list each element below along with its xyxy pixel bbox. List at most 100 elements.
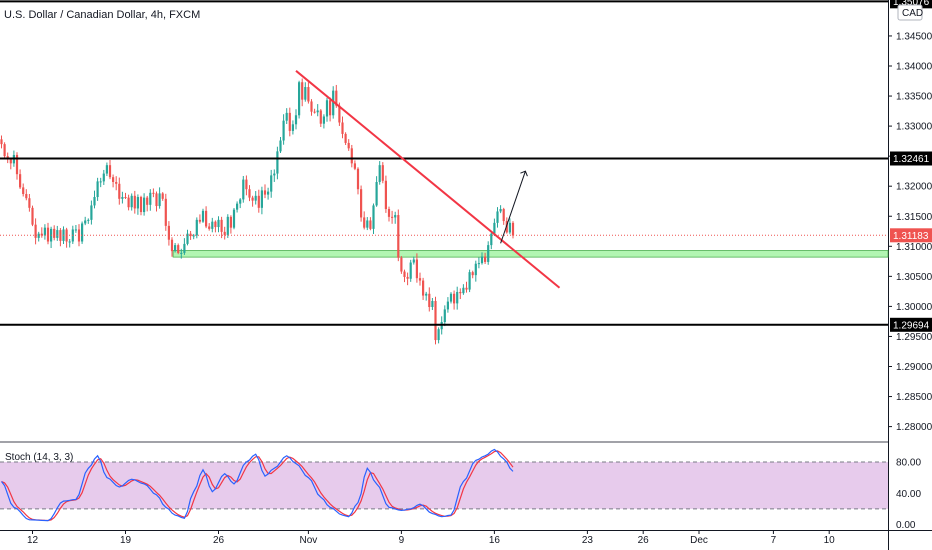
candle-body	[137, 197, 139, 208]
candle-body	[143, 198, 145, 212]
candle-body	[205, 211, 207, 227]
candle-body	[221, 220, 223, 232]
y-tick-label: 1.33000	[896, 122, 932, 133]
candle-body	[100, 181, 102, 182]
candle-body	[341, 122, 343, 133]
candle-body	[47, 228, 49, 242]
stoch-tick-label: 40.00	[896, 489, 921, 500]
candle-body	[134, 196, 136, 209]
candle-body	[382, 165, 384, 181]
x-tick-label: 7	[771, 535, 777, 546]
candle-body	[35, 225, 37, 238]
candle-body	[183, 244, 185, 253]
y-tick-label: 1.29000	[896, 362, 932, 373]
candle-body	[419, 278, 421, 280]
candle-body	[447, 302, 449, 310]
candle-body	[376, 182, 378, 205]
candle-body	[385, 181, 387, 209]
candle-body	[407, 277, 409, 279]
candle-body	[109, 165, 111, 177]
candle-body	[496, 211, 498, 222]
candle-body	[292, 124, 294, 131]
y-tick-label: 1.31000	[896, 242, 932, 253]
candle-body	[146, 198, 148, 205]
candle-body	[413, 260, 415, 263]
candle-body	[329, 100, 331, 115]
candle-body	[438, 329, 440, 340]
stochastic-title: Stoch (14, 3, 3)	[5, 452, 73, 463]
x-tick-label: 10	[824, 535, 836, 546]
candle-body	[323, 116, 325, 123]
y-tick-label: 1.30500	[896, 272, 932, 283]
candle-body	[115, 182, 117, 184]
y-tick-label: 1.34500	[896, 31, 932, 42]
candle-body	[357, 169, 359, 189]
candle-body	[118, 184, 120, 199]
candles-layer	[0, 78, 514, 344]
candle-body	[304, 87, 306, 100]
candle-body	[500, 209, 502, 211]
y-tick-label: 1.28500	[896, 392, 932, 403]
candle-body	[267, 192, 269, 195]
candle-body	[481, 257, 483, 264]
candle-body	[456, 292, 458, 303]
x-tick-label: 23	[582, 535, 594, 546]
candle-body	[112, 177, 114, 182]
candle-body	[84, 220, 86, 223]
candle-body	[22, 187, 24, 194]
candle-body	[264, 190, 266, 194]
candle-body	[314, 112, 316, 113]
candle-body	[242, 180, 244, 200]
x-tick-label: 16	[489, 535, 501, 546]
price-tag-label-2: 1.31183	[893, 231, 929, 242]
candle-body	[394, 215, 396, 217]
candle-body	[81, 223, 83, 241]
candle-body	[410, 263, 412, 279]
candle-body	[217, 220, 219, 227]
y-tick-label: 1.28000	[896, 422, 932, 433]
candle-body	[289, 113, 291, 131]
candle-body	[472, 272, 474, 275]
y-tick-label: 1.30000	[896, 302, 932, 313]
candle-body	[258, 196, 260, 208]
currency-badge-label: CAD	[902, 8, 923, 19]
candle-body	[465, 288, 467, 290]
candle-body	[87, 220, 89, 221]
candle-body	[44, 228, 46, 236]
candle-body	[295, 115, 297, 124]
candle-body	[270, 175, 272, 191]
candle-body	[379, 165, 381, 182]
candle-body	[155, 193, 157, 206]
candle-body	[0, 139, 2, 144]
y-tick-label: 1.33500	[896, 92, 932, 103]
candle-body	[425, 294, 427, 296]
candle-body	[168, 226, 170, 240]
candle-body	[354, 163, 356, 168]
candle-body	[298, 82, 300, 115]
y-tick-label: 1.31500	[896, 212, 932, 223]
x-tick-label: 26	[638, 535, 650, 546]
candle-body	[450, 294, 452, 302]
candle-body	[512, 223, 514, 236]
candle-body	[391, 217, 393, 218]
stoch-tick-label: 0.00	[896, 520, 916, 531]
candle-body	[19, 174, 21, 187]
price-tag-label-1: 1.32461	[893, 154, 930, 165]
candle-body	[180, 253, 182, 254]
candle-body	[400, 258, 402, 272]
stoch-band	[0, 462, 888, 509]
candle-body	[372, 205, 374, 228]
candle-body	[509, 223, 511, 233]
candle-body	[348, 143, 350, 148]
candle-body	[453, 294, 455, 304]
x-tick-label: 9	[399, 535, 405, 546]
candle-body	[469, 272, 471, 289]
candle-body	[202, 211, 204, 222]
candle-body	[31, 208, 33, 225]
candle-body	[475, 264, 477, 275]
candle-body	[428, 294, 430, 307]
candle-body	[255, 196, 257, 201]
candle-body	[484, 257, 486, 262]
